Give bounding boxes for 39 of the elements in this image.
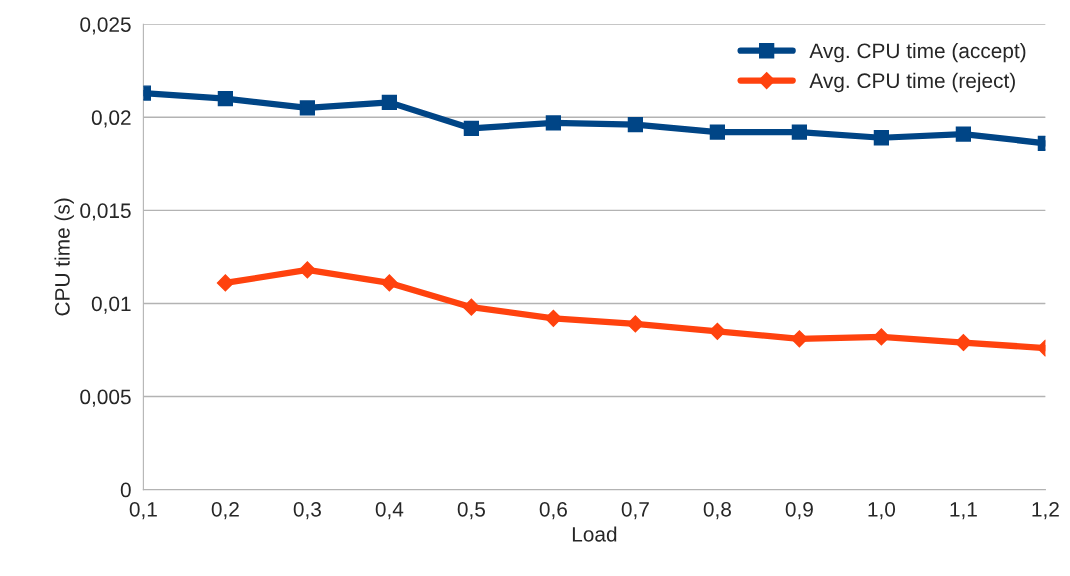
- y-tick-label: 0: [120, 482, 131, 498]
- x-tick-label: 0,1: [129, 501, 157, 520]
- x-tick-label: 0,9: [785, 501, 813, 520]
- y-axis-title: CPU time (s): [54, 198, 74, 316]
- x-tick-label: 0,6: [539, 501, 567, 520]
- point: [381, 94, 398, 111]
- point: [708, 322, 726, 340]
- point: [626, 315, 644, 333]
- point: [298, 261, 316, 279]
- x-axis-title: Load: [572, 526, 617, 542]
- point: [955, 126, 972, 142]
- point: [217, 91, 234, 107]
- point: [216, 274, 234, 292]
- point: [299, 100, 316, 116]
- y-tick-label: 0,025: [80, 17, 131, 35]
- point: [545, 115, 562, 131]
- x-tick-label: 0,5: [457, 501, 485, 520]
- point: [380, 274, 398, 292]
- legend-label: Avg. CPU time (reject): [809, 72, 1015, 93]
- x-tick-label: 0,2: [211, 501, 239, 520]
- x-tick-label: 0,4: [375, 501, 404, 520]
- y-tick-label: 0,02: [91, 110, 131, 128]
- point: [791, 124, 808, 140]
- x-tick-label: 0,7: [621, 501, 649, 520]
- y-tick-label: 0,005: [80, 389, 131, 407]
- point: [627, 117, 644, 133]
- x-tick-label: 1,1: [950, 502, 977, 520]
- legend-label: Avg. CPU time (accept): [809, 42, 1026, 63]
- point: [462, 298, 480, 316]
- x-tick-label: 1,0: [868, 501, 896, 520]
- point: [709, 124, 726, 140]
- x-tick-label: 1,2: [1032, 501, 1059, 520]
- point: [544, 309, 562, 327]
- point: [463, 120, 480, 137]
- point: [873, 130, 890, 146]
- y-tick-label: 0,01: [91, 296, 131, 314]
- x-tick-label: 0,8: [703, 501, 731, 520]
- y-tick-label: 0,015: [80, 203, 131, 221]
- x-tick-label: 0,3: [293, 501, 321, 520]
